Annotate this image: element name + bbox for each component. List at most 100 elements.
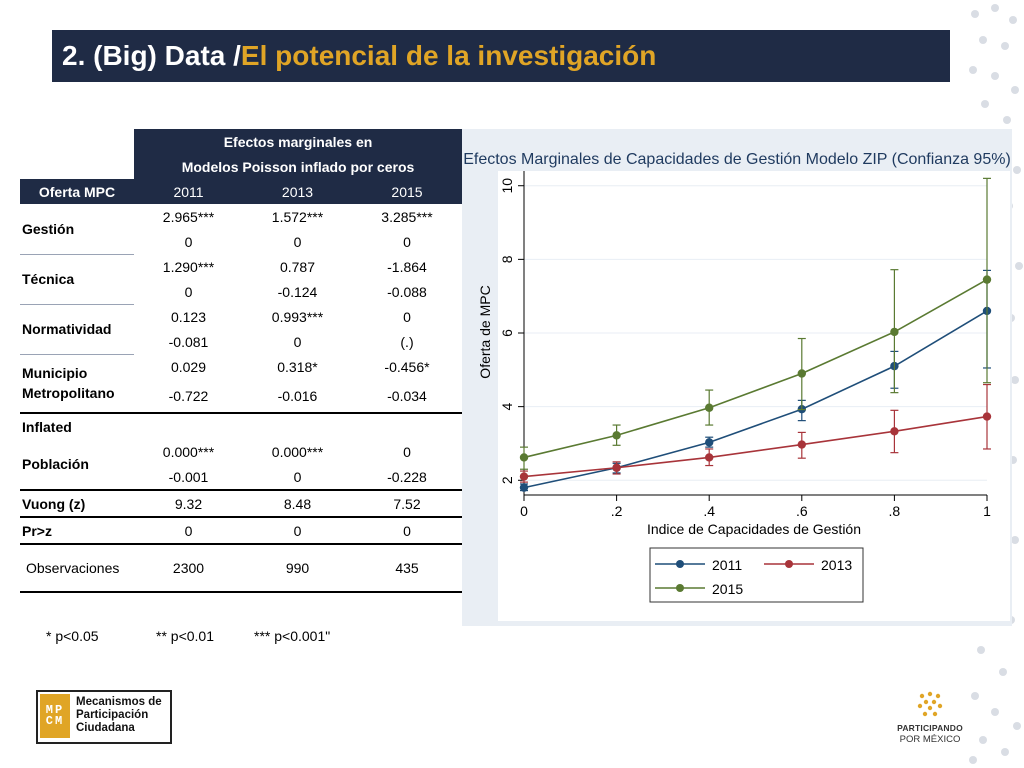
table-cell: -0.001 xyxy=(168,468,209,485)
table-cell: 0 xyxy=(134,516,243,544)
data-point xyxy=(612,431,621,440)
data-point xyxy=(982,275,992,284)
table-cell: -0.124 xyxy=(277,283,318,300)
table-header-line2: Modelos Poisson inflado por ceros xyxy=(134,154,462,179)
data-point xyxy=(705,403,714,412)
data-point xyxy=(797,369,806,378)
table-cell: 0 xyxy=(243,516,352,544)
series-2013 xyxy=(519,383,992,483)
participando-logo-mark xyxy=(917,691,943,717)
row-label-poblacion: Población xyxy=(22,456,89,472)
table-row: Técnica 1.290*** 0.787 -1.864 xyxy=(20,253,462,304)
table-header-row-2: Modelos Poisson inflado por ceros xyxy=(20,154,462,179)
table-cell: 2.965*** xyxy=(162,208,215,225)
table-cell: 0.787 xyxy=(279,258,316,275)
x-axis-label: Indice de Capacidades de Gestión xyxy=(647,521,861,537)
participando-logo-line1: PARTICIPANDO xyxy=(897,723,963,733)
series-2015 xyxy=(519,177,992,470)
table-row: Municipio Metropolitano 0.029 0.318* -0.… xyxy=(20,353,462,413)
series-line xyxy=(523,415,988,478)
mpcm-logo-text: Mecanismos de Participación Ciudadana xyxy=(76,696,162,734)
table-row: 0 0 0 xyxy=(20,229,462,254)
row-label-municipio: Municipio Metropolitano xyxy=(20,353,134,413)
table-cell: 2300 xyxy=(134,543,243,593)
table-cell: 0.123 xyxy=(170,308,207,325)
table-cell: 0.993*** xyxy=(271,308,324,325)
legend: 2011 2013 2015 xyxy=(649,547,864,603)
year-col: 2013 xyxy=(243,179,352,204)
table-cell: 0 xyxy=(403,308,411,325)
table-cell: -1.864 xyxy=(387,258,427,275)
mpcm-logo: MP CM Mecanismos de Participación Ciudad… xyxy=(36,690,172,744)
table-cell: 0.000*** xyxy=(271,443,324,460)
marginal-effects-chart: Efectos Marginales de Capacidades de Ges… xyxy=(462,129,1012,626)
table-cell: 0.029 xyxy=(170,358,207,375)
row-label-inflated: Inflated xyxy=(20,412,134,439)
table-row: Gestión 2.965*** 1.572*** 3.285*** xyxy=(20,204,462,237)
note-p001: *** p<0.001" xyxy=(254,628,331,644)
series-line xyxy=(523,310,988,489)
year-col: 2015 xyxy=(352,179,462,204)
note-p05: * p<0.05 xyxy=(46,628,99,644)
gridlines xyxy=(524,185,987,481)
table-cell: 9.32 xyxy=(134,489,243,517)
legend-marker xyxy=(785,560,793,568)
table-row: -0.081 0 (.) xyxy=(20,329,462,354)
x-tick-label: .8 xyxy=(889,503,901,519)
table-row: Inflated xyxy=(20,412,462,439)
chart-title: Efectos Marginales de Capacidades de Ges… xyxy=(463,151,1011,168)
participando-logo-line2: POR MÉXICO xyxy=(899,734,961,745)
table-cell: 0 xyxy=(403,233,411,250)
title-accent: El potencial de la investigación xyxy=(240,40,657,71)
y-tick-label: 6 xyxy=(499,329,515,337)
series-line xyxy=(523,278,988,459)
note-p01: ** p<0.01 xyxy=(156,628,214,644)
table-header-line1: Efectos marginales en xyxy=(134,129,462,154)
table-cell: 0 xyxy=(293,233,302,250)
table-row: Normatividad 0.123 0.993*** 0 xyxy=(20,303,462,354)
table-cell: 3.285*** xyxy=(381,208,433,225)
table-row: -0.722 -0.016 -0.034 xyxy=(20,379,462,413)
table-cell: 0 xyxy=(293,468,302,485)
table-cell: 0.318* xyxy=(277,358,318,375)
data-point xyxy=(519,483,529,492)
title-prefix: 2. (Big) Data / xyxy=(62,40,241,71)
x-tick-label: 1 xyxy=(983,503,991,519)
table-row: 0 -0.124 -0.088 xyxy=(20,279,462,304)
row-label-normatividad: Normatividad xyxy=(20,303,134,354)
table-years-row: Oferta MPC 2011 2013 2015 xyxy=(20,179,462,204)
data-point xyxy=(890,427,899,436)
table-cell: -0.456* xyxy=(384,358,430,375)
y-tick-label: 8 xyxy=(499,255,515,263)
data-point xyxy=(612,463,621,472)
data-point xyxy=(519,453,529,462)
y-tick-label: 10 xyxy=(499,178,515,194)
table-cell: 0 xyxy=(184,283,193,300)
table-cell: 0 xyxy=(352,516,462,544)
table-cell: -0.081 xyxy=(168,333,209,350)
row-label-gestion: Gestión xyxy=(22,220,75,237)
legend-box xyxy=(649,547,864,603)
slide-title: 2. (Big) Data / El potencial de la inves… xyxy=(52,30,950,82)
table-cell: -0.034 xyxy=(387,387,427,404)
x-tick-label: .2 xyxy=(611,503,623,519)
table-row: Observaciones 2300 990 435 xyxy=(20,543,462,593)
table-header-row-1: Efectos marginales en xyxy=(20,129,462,154)
table-cell: 0 xyxy=(184,233,193,250)
legend-label: 2013 xyxy=(821,557,852,573)
table-cell: 7.52 xyxy=(352,489,462,517)
table-cell: (.) xyxy=(400,333,414,350)
legend-marker xyxy=(676,560,684,568)
results-table: Efectos marginales en Modelos Poisson in… xyxy=(20,129,462,593)
table-cell: -0.016 xyxy=(277,387,318,404)
x-tick-label: .4 xyxy=(703,503,715,519)
data-point xyxy=(982,412,992,421)
data-point xyxy=(705,438,714,447)
plot-background xyxy=(498,171,1010,621)
axes: 2 4 6 8 10 0 .2 .4 .6 .8 1 xyxy=(499,171,991,519)
data-point xyxy=(705,453,714,462)
series-group xyxy=(519,177,992,492)
y-axis-label: Oferta de MPC xyxy=(477,285,493,378)
data-point xyxy=(519,472,529,481)
mpcm-logo-glyph: MP CM xyxy=(40,694,70,738)
